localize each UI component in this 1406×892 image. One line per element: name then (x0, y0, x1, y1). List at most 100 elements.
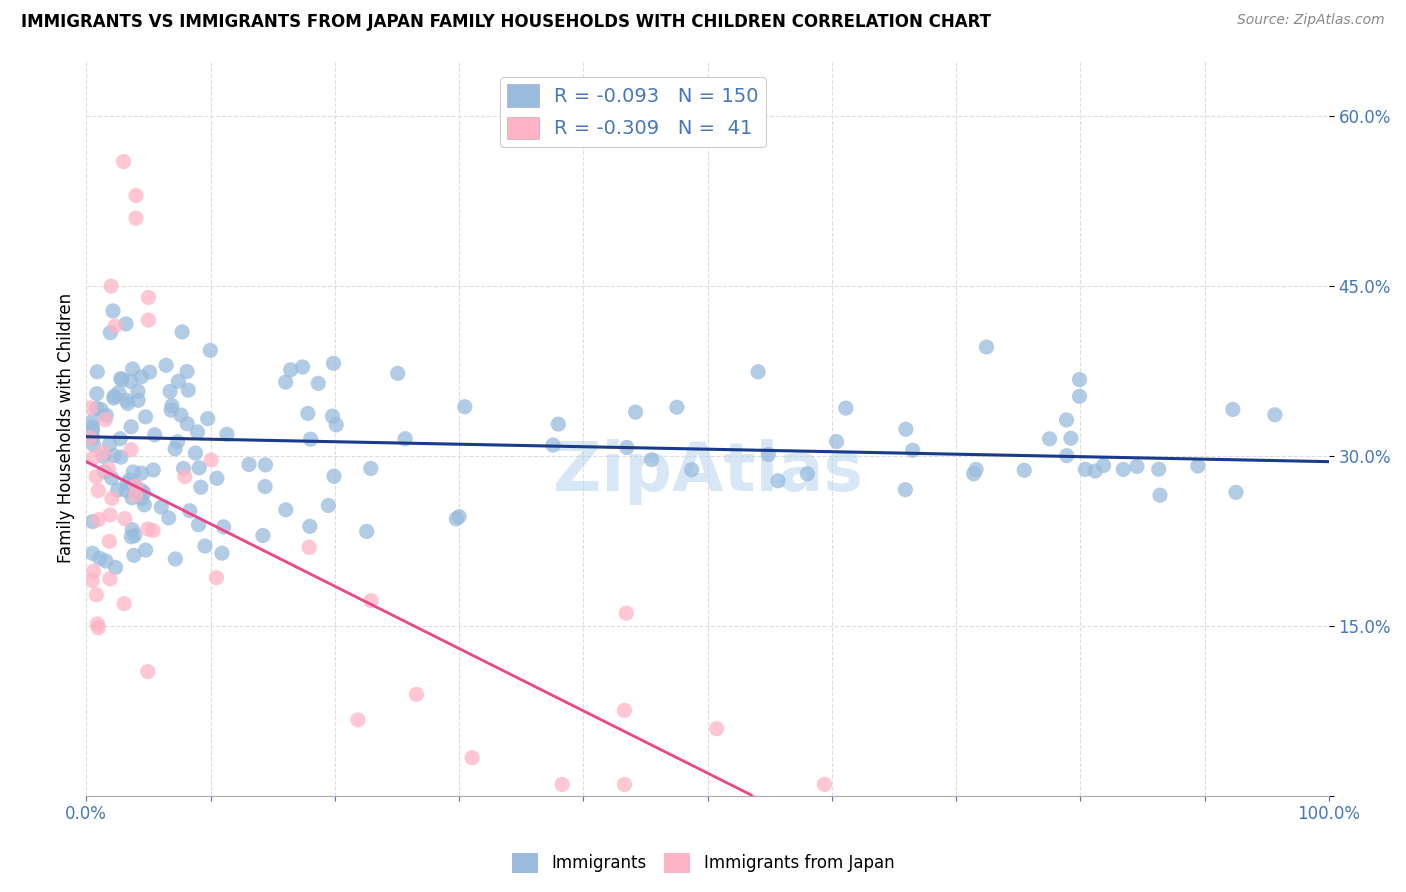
Legend: Immigrants, Immigrants from Japan: Immigrants, Immigrants from Japan (505, 847, 901, 880)
Point (176, 365, 198, 379)
Point (157, 511, 180, 525)
Point (356, 524, 378, 539)
Point (756, 448, 779, 462)
Point (131, 491, 153, 506)
Point (82, 424, 104, 438)
Point (150, 500, 173, 514)
Point (132, 485, 155, 500)
Point (205, 571, 228, 585)
Point (160, 403, 183, 417)
Point (96, 409, 118, 423)
Point (322, 409, 344, 424)
Point (115, 476, 138, 491)
Point (166, 434, 188, 449)
Point (86, 469, 108, 483)
Point (547, 417, 569, 431)
Point (142, 524, 165, 538)
Point (107, 483, 129, 497)
Point (215, 427, 238, 442)
Point (1069, 373, 1091, 387)
Point (614, 606, 637, 620)
Point (86, 365, 108, 379)
Point (124, 528, 146, 542)
Point (112, 154, 135, 169)
Point (83, 438, 105, 452)
Point (963, 467, 986, 481)
Point (159, 384, 181, 399)
Text: IMMIGRANTS VS IMMIGRANTS FROM JAPAN FAMILY HOUSEHOLDS WITH CHILDREN CORRELATION : IMMIGRANTS VS IMMIGRANTS FROM JAPAN FAMI… (21, 13, 991, 31)
Point (131, 466, 153, 480)
Point (82, 574, 104, 588)
Point (194, 539, 217, 553)
Point (79, 431, 101, 445)
Point (325, 417, 347, 432)
Point (318, 499, 340, 513)
Point (766, 474, 789, 488)
Point (297, 406, 319, 420)
Point (138, 365, 160, 379)
Point (681, 463, 703, 477)
Point (825, 434, 848, 449)
Point (360, 461, 382, 475)
Point (394, 432, 416, 446)
Point (87, 483, 110, 498)
Point (252, 528, 274, 542)
Point (1039, 432, 1062, 446)
Point (142, 463, 165, 477)
Point (1084, 464, 1107, 478)
Point (131, 369, 153, 384)
Point (894, 422, 917, 436)
Point (143, 427, 166, 442)
Point (1069, 389, 1091, 403)
Point (104, 318, 127, 333)
Point (454, 400, 477, 414)
Point (211, 546, 233, 560)
Point (112, 597, 135, 611)
Point (1112, 462, 1135, 476)
Point (322, 356, 344, 370)
Point (212, 520, 235, 534)
Point (100, 279, 122, 293)
Point (107, 385, 129, 400)
Point (461, 750, 484, 764)
Point (125, 479, 148, 493)
Point (197, 411, 219, 425)
Point (103, 391, 125, 405)
Point (117, 396, 139, 410)
Point (298, 540, 321, 554)
Point (165, 552, 187, 566)
Point (796, 467, 818, 481)
Point (82, 546, 104, 560)
Legend: R = -0.093   N = 150, R = -0.309   N =  41: R = -0.093 N = 150, R = -0.309 N = 41 (499, 77, 766, 147)
Point (323, 469, 346, 483)
Point (173, 469, 195, 483)
Point (90, 402, 112, 417)
Point (138, 290, 160, 304)
Point (1264, 408, 1286, 422)
Point (98, 572, 121, 586)
Point (115, 317, 138, 331)
Point (94, 554, 117, 568)
Point (118, 473, 141, 487)
Point (121, 491, 143, 505)
Point (100, 471, 122, 485)
Point (115, 393, 138, 408)
Point (1222, 402, 1244, 417)
Point (114, 511, 136, 525)
Point (616, 441, 638, 455)
Point (125, 479, 148, 493)
Point (121, 523, 143, 537)
Point (1225, 485, 1247, 500)
Point (82, 451, 104, 466)
Point (82, 515, 104, 529)
Point (138, 313, 160, 327)
Point (179, 504, 201, 518)
Point (86, 386, 108, 401)
Point (120, 375, 142, 389)
Point (360, 593, 382, 607)
Point (1126, 459, 1149, 474)
Point (1149, 488, 1171, 502)
Point (91, 445, 114, 459)
Point (813, 777, 835, 791)
Point (894, 483, 917, 497)
